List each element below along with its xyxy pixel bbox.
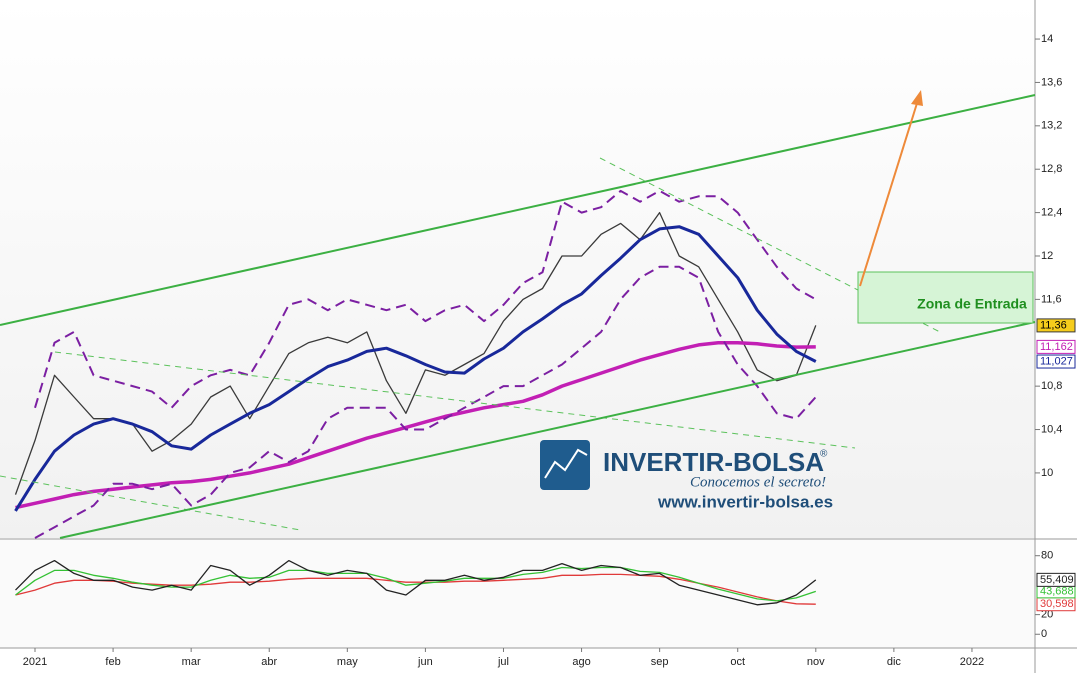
price-panel: [0, 0, 1035, 538]
x-tick-label: 2021: [23, 656, 47, 668]
value-label: 11,36: [1040, 319, 1067, 331]
channel-lower: [59, 321, 1036, 539]
value-label: 30,598: [1040, 598, 1074, 610]
y-tick-label: 10: [1041, 467, 1053, 479]
y-tick-label: 0: [1041, 628, 1047, 640]
series-line: [14, 225, 817, 512]
value-label: 43,688: [1040, 585, 1074, 597]
x-tick-label: sep: [651, 656, 669, 668]
y-tick-label: 11,6: [1041, 293, 1062, 305]
x-tick-label: abr: [261, 656, 277, 668]
brand: INVERTIR-BOLSA: [603, 447, 824, 477]
x-tick-label: nov: [807, 656, 825, 668]
y-tick-label: 13,2: [1041, 120, 1062, 132]
brand-mark: ®: [820, 449, 828, 460]
arrow-head: [911, 90, 923, 106]
series-line: [15, 559, 817, 606]
series-line: [34, 265, 817, 539]
x-tick-label: mar: [182, 656, 201, 668]
slogan: Conocemos el secreto!: [690, 474, 826, 490]
y-tick-label: 10,4: [1041, 423, 1062, 435]
arrow: [859, 99, 919, 287]
value-label: 11,027: [1040, 355, 1073, 367]
x-tick-label: feb: [105, 656, 120, 668]
indicator-panel: [0, 540, 1035, 648]
value-label-box: [1036, 572, 1076, 587]
annotation: Zona de Entrada: [917, 296, 1027, 312]
y-tick-label: 14: [1041, 33, 1053, 45]
x-tick-label: jun: [417, 656, 433, 668]
y-tick-label: 13,6: [1041, 76, 1062, 88]
y-tick-label: 20: [1041, 609, 1053, 621]
url: www.invertir-bolsa.es: [657, 492, 833, 511]
logo-glyph: [544, 448, 588, 479]
series-line: [15, 566, 817, 602]
x-tick-label: dic: [887, 656, 902, 668]
series-line: [15, 341, 816, 510]
entry-zone: [857, 271, 1034, 324]
value-label-box: [1036, 354, 1076, 369]
y-tick-label: 12: [1041, 250, 1053, 262]
x-tick-label: 2022: [960, 656, 984, 668]
x-tick-label: jul: [497, 656, 509, 668]
trend-line: [54, 351, 856, 449]
value-label-box: [1036, 318, 1076, 333]
trend-line: [0, 475, 301, 531]
series-line: [34, 189, 817, 409]
y-tick-label: 12,4: [1041, 207, 1062, 219]
trend-line: [599, 157, 941, 333]
series-line: [15, 573, 816, 605]
x-tick-label: oct: [730, 656, 745, 668]
logo-icon: [540, 440, 590, 490]
x-tick-label: ago: [572, 656, 590, 668]
series-line: [14, 211, 817, 495]
y-tick-label: 12,8: [1041, 163, 1062, 175]
x-tick-label: may: [337, 656, 358, 668]
y-tick-label: 80: [1041, 550, 1053, 562]
value-label: 11,162: [1040, 341, 1073, 353]
y-tick-label: 10,8: [1041, 380, 1062, 392]
drawings: Zona de Entrada INVERTIR-BOLSA ® Conocem…: [0, 90, 1036, 539]
value-label-box: [1036, 339, 1076, 354]
channel-upper: [0, 94, 1036, 326]
value-label: 55,409: [1040, 574, 1074, 586]
